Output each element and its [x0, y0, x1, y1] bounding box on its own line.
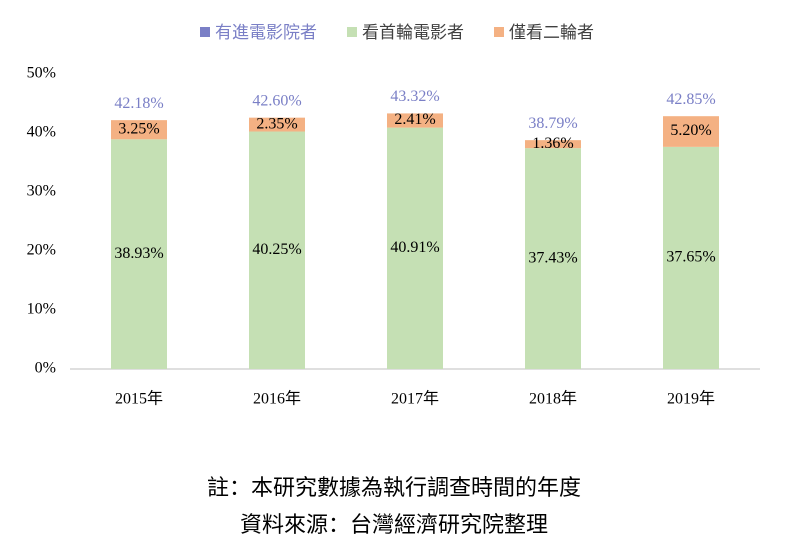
- bar-segment: [111, 120, 167, 140]
- value-label: 40.91%: [390, 239, 439, 256]
- value-label: 38.93%: [114, 245, 163, 262]
- legend-label: 有進電影院者: [215, 23, 317, 43]
- bar-segment: [525, 148, 581, 369]
- legend-label: 看首輪電影者: [362, 23, 464, 43]
- y-tick-label: 0%: [35, 360, 56, 377]
- y-tick-label: 30%: [27, 183, 56, 200]
- total-label: 42.18%: [114, 95, 163, 112]
- note: 註：本研究數據為執行調查時間的年度: [207, 476, 581, 501]
- y-tick-label: 10%: [27, 301, 56, 318]
- value-label: 3.25%: [118, 120, 159, 137]
- x-tick-label: 2015年: [115, 390, 163, 408]
- value-label: 2.35%: [256, 115, 297, 132]
- total-label: 43.32%: [390, 88, 439, 105]
- y-tick-label: 20%: [27, 242, 56, 259]
- bar-segment: [249, 117, 305, 132]
- bar-segment: [387, 127, 443, 369]
- value-label: 2.41%: [394, 111, 435, 128]
- legend-swatch: [494, 27, 504, 37]
- legend-swatch: [347, 27, 357, 37]
- value-label: 1.36%: [532, 135, 573, 152]
- bar-segment: [387, 113, 443, 128]
- bar-segment: [111, 139, 167, 369]
- legend-swatch: [200, 27, 210, 37]
- y-tick-label: 50%: [27, 65, 56, 82]
- bar-segment: [525, 140, 581, 149]
- value-label: 40.25%: [252, 241, 301, 258]
- value-label: 37.65%: [666, 249, 715, 266]
- source: 資料來源：台灣經濟研究院整理: [240, 513, 548, 538]
- x-tick-label: 2017年: [391, 390, 439, 408]
- bar-segment: [249, 131, 305, 369]
- value-label: 5.20%: [670, 122, 711, 139]
- value-label: 37.43%: [528, 249, 577, 266]
- x-tick-label: 2018年: [529, 390, 577, 408]
- bar-segment: [663, 146, 719, 369]
- x-tick-label: 2016年: [253, 390, 301, 408]
- legend-label: 僅看二輪者: [509, 23, 594, 43]
- total-label: 42.85%: [666, 91, 715, 108]
- total-label: 38.79%: [528, 115, 577, 132]
- bar-segment: [663, 116, 719, 147]
- x-tick-label: 2019年: [667, 390, 715, 408]
- total-label: 42.60%: [252, 92, 301, 109]
- y-tick-label: 40%: [27, 124, 56, 141]
